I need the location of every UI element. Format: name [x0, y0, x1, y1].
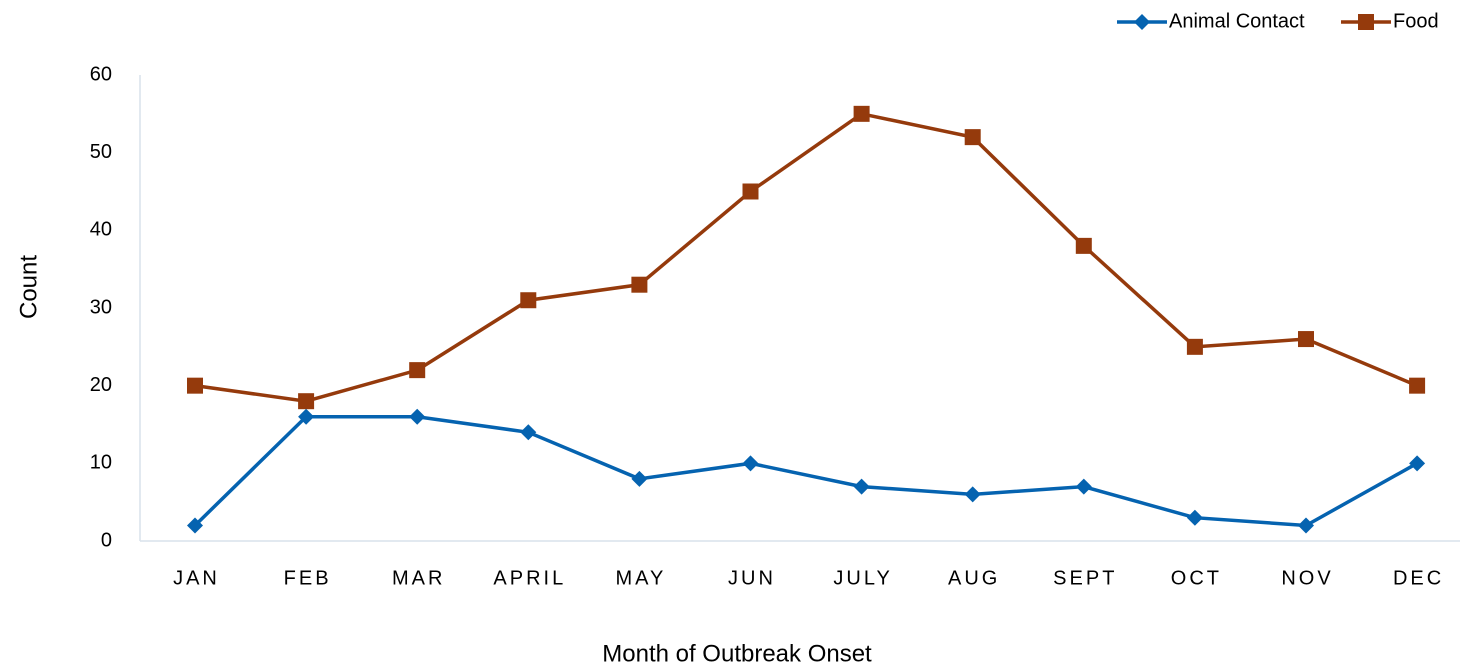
x-tick-label: NOV	[1281, 567, 1333, 589]
data-point	[1298, 331, 1314, 348]
x-tick-label: FEB	[284, 567, 332, 589]
series-line	[193, 414, 1418, 528]
y-axis-title: Count	[15, 255, 42, 319]
x-tick-label: SEPT	[1053, 567, 1117, 589]
data-point	[1298, 517, 1314, 534]
data-point	[1075, 478, 1092, 495]
data-point	[520, 424, 537, 441]
legend-label: Food	[1393, 10, 1439, 32]
x-tick-label: MAY	[615, 567, 666, 589]
x-tick-label: MAR	[392, 567, 445, 589]
y-tick-label: 30	[90, 296, 112, 318]
data-point	[1409, 455, 1426, 472]
x-tick-label: JUN	[728, 567, 776, 589]
data-point	[1075, 237, 1092, 254]
data-point	[409, 408, 426, 425]
y-tick-label: 40	[90, 219, 112, 241]
y-tick-label: 10	[90, 452, 112, 474]
y-tick-label: 60	[90, 63, 112, 85]
x-tick-label: DEC	[1393, 567, 1444, 589]
data-point	[1186, 509, 1203, 526]
x-tick-label: JULY	[833, 567, 892, 589]
data-point	[520, 292, 537, 309]
data-point	[1409, 377, 1426, 394]
data-point	[853, 478, 870, 495]
data-point	[298, 408, 315, 425]
x-tick-label: JAN	[173, 567, 220, 589]
legend: Animal Contact Food	[1117, 10, 1439, 32]
series-line	[194, 111, 1418, 403]
data-point	[187, 517, 203, 534]
data-point	[1186, 338, 1203, 355]
data-point	[187, 377, 203, 394]
data-point	[964, 129, 981, 146]
y-tick-label: 20	[90, 374, 112, 396]
data-point	[742, 455, 759, 472]
x-tick-label: OCT	[1171, 567, 1222, 589]
data-point	[853, 105, 870, 122]
legend-label: Animal Contact	[1169, 10, 1305, 32]
data-point	[409, 362, 426, 379]
x-tick-label: AUG	[948, 567, 1000, 589]
data-point	[298, 393, 315, 410]
y-tick-label: 0	[101, 529, 112, 551]
data-point	[631, 470, 648, 487]
x-axis-title: Month of Outbreak Onset	[602, 640, 872, 667]
data-point	[964, 486, 981, 503]
x-tick-label: APRIL	[493, 567, 566, 589]
y-tick-label: 50	[90, 141, 112, 163]
legend-marker	[1358, 14, 1374, 30]
data-point	[631, 276, 648, 293]
legend-marker	[1134, 14, 1150, 30]
data-point	[742, 183, 759, 200]
